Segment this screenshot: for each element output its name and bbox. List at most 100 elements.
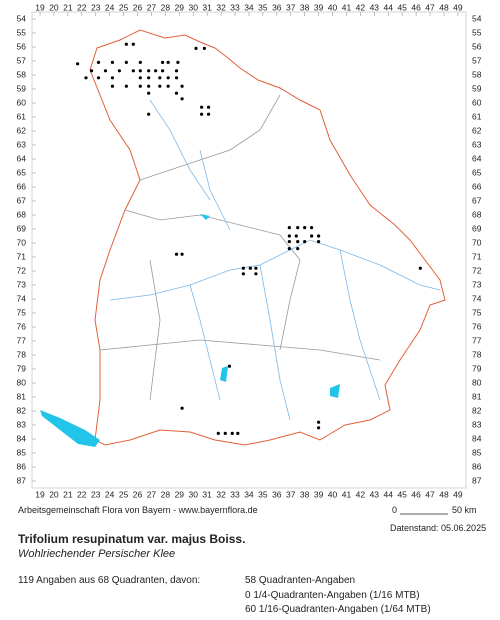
- row-label-left: 72: [17, 265, 27, 275]
- row-label-right: 62: [472, 125, 482, 135]
- row-label-right: 63: [472, 139, 482, 149]
- record-dot: [124, 60, 128, 64]
- record-dot: [147, 76, 151, 80]
- record-dot: [303, 226, 307, 230]
- col-label-top: 46: [411, 2, 421, 12]
- col-label-top: 25: [119, 2, 129, 12]
- row-label-left: 84: [17, 433, 27, 443]
- col-label-bottom: 23: [91, 489, 101, 499]
- lake-bodensee: [40, 410, 100, 447]
- col-label-bottom: 31: [202, 489, 212, 499]
- record-dot: [287, 240, 291, 244]
- col-label-bottom: 20: [49, 489, 59, 499]
- col-label-bottom: 22: [77, 489, 87, 499]
- col-label-top: 31: [202, 2, 212, 12]
- col-label-bottom: 32: [216, 489, 226, 499]
- stat: 58 Quadranten-Angaben: [245, 575, 355, 586]
- date: Datenstand: 05.06.2025: [390, 523, 486, 533]
- row-label-right: 64: [472, 153, 482, 163]
- row-label-right: 81: [472, 391, 482, 401]
- record-dot: [199, 105, 204, 109]
- record-dot: [166, 84, 170, 88]
- record-dot: [154, 69, 158, 73]
- record-dot: [236, 431, 240, 435]
- col-label-bottom: 21: [63, 489, 73, 499]
- col-label-top: 22: [77, 2, 87, 12]
- row-label-right: 78: [472, 349, 482, 359]
- row-label-left: 68: [17, 209, 27, 219]
- row-label-left: 78: [17, 349, 27, 359]
- row-label-right: 82: [472, 405, 482, 415]
- record-dot: [117, 69, 122, 73]
- col-label-top: 38: [300, 2, 310, 12]
- record-dot: [131, 42, 135, 46]
- record-dot: [287, 226, 291, 230]
- row-label-left: 74: [17, 293, 27, 303]
- stat: 60 1/16-Quadranten-Angaben (1/64 MTB): [245, 604, 431, 615]
- record-dot: [96, 76, 101, 80]
- row-label-left: 56: [17, 41, 27, 51]
- stat: 0 1/4-Quadranten-Angaben (1/16 MTB): [245, 590, 420, 601]
- col-label-bottom: 41: [342, 489, 352, 499]
- record-dot: [124, 84, 128, 88]
- row-label-right: 66: [472, 181, 482, 191]
- col-label-bottom: 38: [300, 489, 310, 499]
- record-dot: [160, 60, 165, 64]
- record-dot: [147, 69, 151, 73]
- row-label-left: 61: [17, 111, 27, 121]
- record-dot: [166, 76, 170, 80]
- row-label-right: 55: [472, 27, 482, 37]
- record-dot: [317, 234, 321, 238]
- row-label-right: 71: [472, 251, 482, 261]
- record-dot: [180, 97, 184, 101]
- record-dot: [180, 84, 184, 88]
- record-dot: [254, 272, 258, 276]
- col-label-top: 40: [328, 2, 338, 12]
- col-label-top: 41: [342, 2, 352, 12]
- row-label-left: 57: [17, 55, 27, 65]
- row-label-right: 76: [472, 321, 482, 331]
- row-label-left: 86: [17, 461, 27, 471]
- col-label-bottom: 30: [188, 489, 198, 499]
- row-label-left: 75: [17, 307, 27, 317]
- record-dot: [158, 84, 162, 88]
- col-label-top: 48: [439, 2, 449, 12]
- record-dot: [296, 247, 300, 251]
- row-label-right: 56: [472, 41, 482, 51]
- row-label-left: 66: [17, 181, 27, 191]
- col-label-bottom: 37: [286, 489, 296, 499]
- col-label-bottom: 27: [147, 489, 157, 499]
- row-label-right: 74: [472, 293, 482, 303]
- species-title: Trifolium resupinatum var. majus Boiss.: [18, 532, 245, 546]
- scale-start: 0: [392, 505, 397, 515]
- col-label-top: 35: [258, 2, 268, 12]
- record-dot: [317, 426, 321, 430]
- row-label-right: 79: [472, 363, 482, 373]
- record-dot: [174, 252, 179, 256]
- record-dot: [194, 46, 198, 51]
- col-label-top: 44: [384, 2, 394, 12]
- row-label-right: 68: [472, 209, 482, 219]
- row-label-left: 69: [17, 223, 27, 233]
- col-label-bottom: 29: [175, 489, 185, 499]
- col-label-top: 19: [35, 2, 45, 12]
- record-dot: [287, 247, 291, 251]
- col-label-top: 39: [314, 2, 324, 12]
- row-label-right: 67: [472, 195, 482, 205]
- col-label-bottom: 34: [244, 489, 254, 499]
- state-border: [89, 29, 446, 446]
- rivers: [109, 99, 441, 421]
- record-dot: [206, 105, 211, 109]
- row-label-left: 83: [17, 419, 27, 429]
- col-label-bottom: 26: [133, 489, 143, 499]
- col-label-bottom: 48: [439, 489, 449, 499]
- row-label-left: 73: [17, 279, 27, 289]
- row-label-left: 81: [17, 391, 27, 401]
- row-label-right: 73: [472, 279, 482, 289]
- row-label-left: 67: [17, 195, 27, 205]
- row-label-right: 70: [472, 237, 482, 247]
- row-label-right: 77: [472, 335, 482, 345]
- scale-end: 50 km: [452, 505, 477, 515]
- col-label-top: 26: [133, 2, 143, 12]
